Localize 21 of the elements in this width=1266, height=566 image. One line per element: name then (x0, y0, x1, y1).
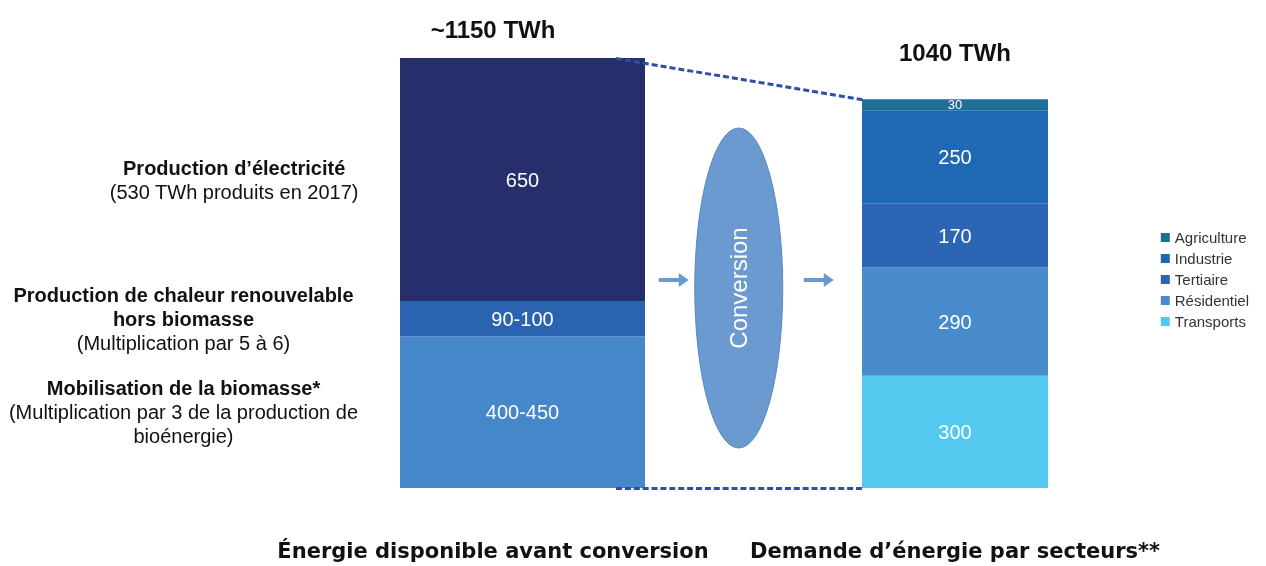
data-label: 30 (947, 97, 963, 113)
legend-label: Résidentiel (1174, 292, 1250, 309)
legend-label: Transports (1174, 313, 1246, 330)
data-label: 90-100 (491, 307, 554, 330)
annotation: Conversion (725, 227, 753, 349)
data-label: 400-450 (485, 401, 560, 424)
total-label: ~1150 TWh (430, 16, 556, 44)
legend-label: Industrie (1174, 250, 1233, 267)
text: Production d’électricité (530 TWh produits en 2017) (109, 155, 359, 204)
x-tick-label: Demande d’énergie par secteurs** (750, 538, 1160, 563)
data-label: 170 (938, 224, 972, 247)
data-label: 250 (938, 146, 972, 169)
x-tick-label: Énergie disponible avant conversion (277, 537, 709, 563)
total-label: 1040 TWh (898, 39, 1012, 68)
legend-label: Tertiaire (1174, 271, 1229, 288)
legend-label: Agriculture (1174, 229, 1247, 246)
data-label: 300 (938, 420, 972, 443)
text: Production de chaleur renouvelable hors biomasse (Multiplication par 5 à 6) (12, 282, 355, 355)
data-label: 290 (938, 310, 972, 333)
data-label: 650 (505, 168, 540, 191)
text: Mobilisation de la biomasse* (Multiplication par 3 de la production de bioénergie) (8, 376, 359, 449)
